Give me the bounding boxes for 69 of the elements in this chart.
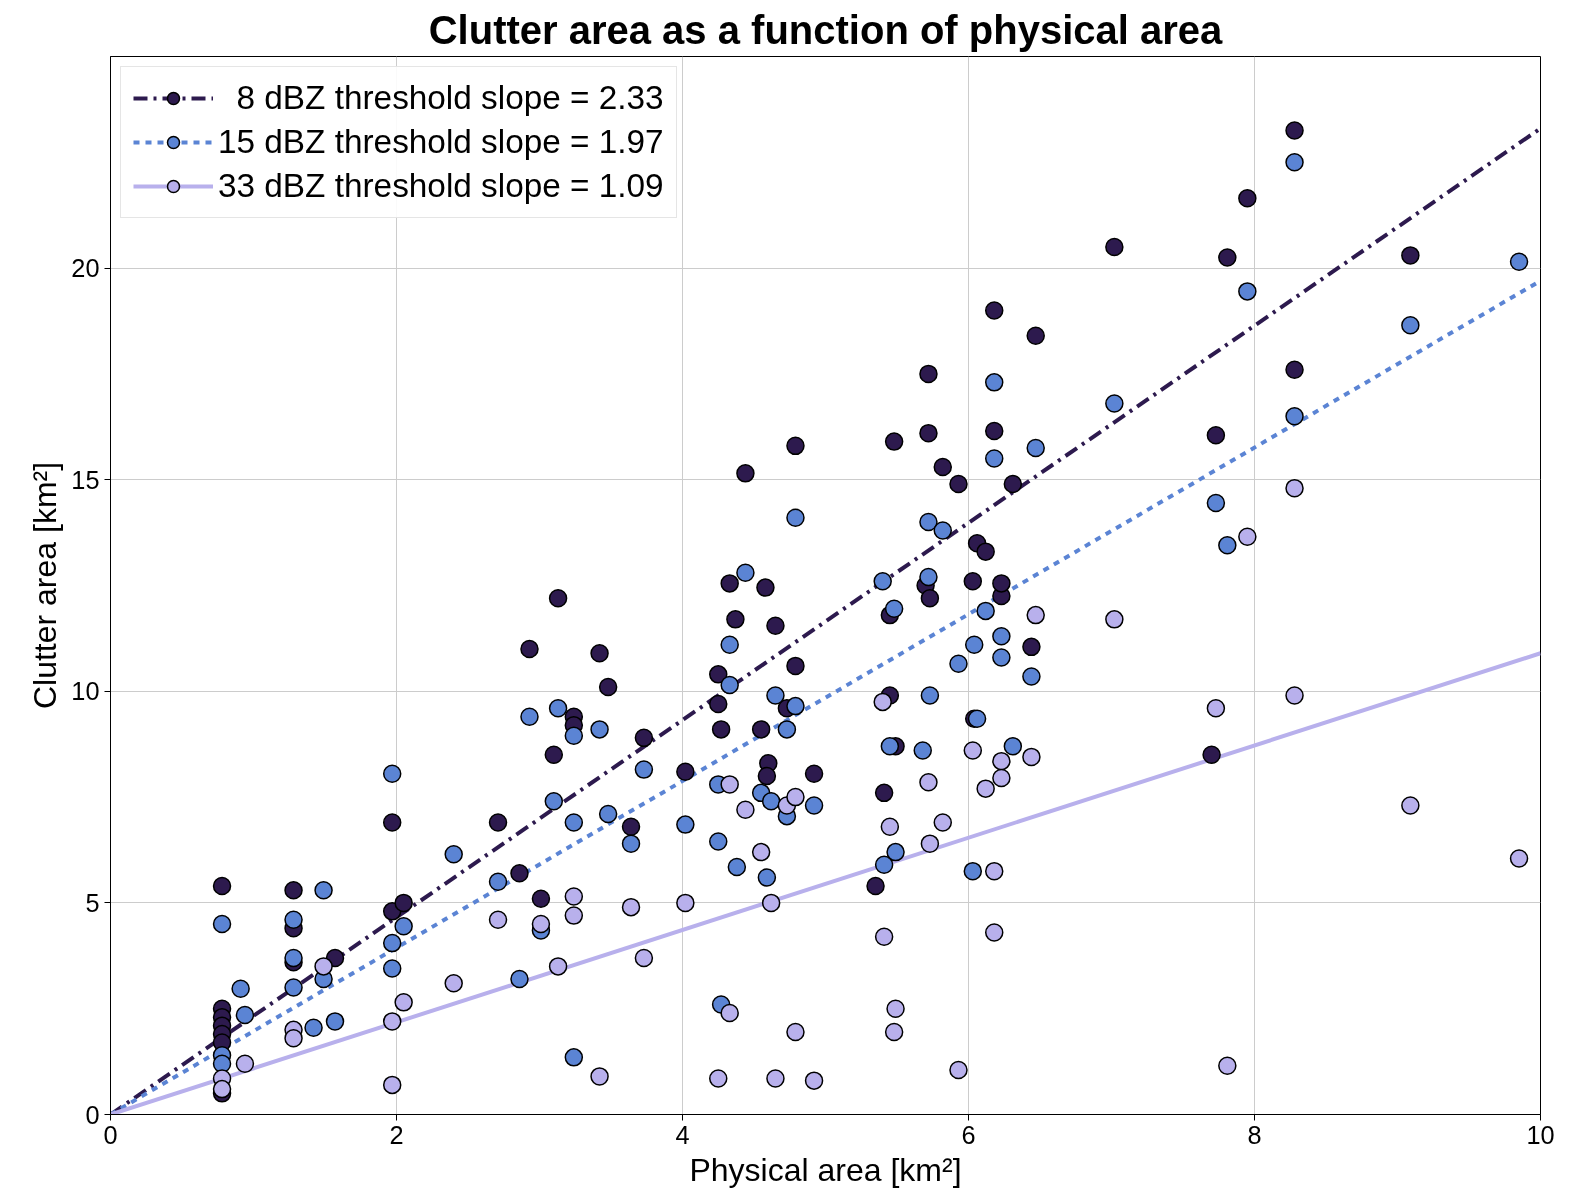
point: [736, 800, 755, 820]
point: [314, 957, 333, 976]
point: [873, 692, 892, 712]
legend-label: 15 dBZ threshold slope = 1.97: [218, 123, 664, 161]
point: [590, 1067, 609, 1086]
point: [984, 923, 1004, 942]
point: [720, 775, 739, 794]
legend-label: 33 dBZ threshold slope = 1.09: [218, 167, 664, 205]
point: [766, 1069, 785, 1088]
point: [235, 1054, 255, 1073]
point: [751, 842, 771, 862]
point: [886, 999, 905, 1018]
y-tick-label: 5: [85, 888, 100, 917]
point: [786, 1022, 805, 1042]
point: [382, 1012, 402, 1031]
point: [1026, 605, 1045, 625]
point: [933, 813, 953, 832]
point: [720, 1003, 739, 1023]
point: [1206, 698, 1226, 718]
x-tick-label: 0: [103, 1120, 118, 1149]
point: [382, 1075, 402, 1095]
point: [992, 751, 1011, 771]
point: [1285, 478, 1304, 498]
point: [976, 779, 995, 798]
point: [984, 861, 1004, 881]
point: [394, 993, 413, 1012]
point: [676, 893, 695, 913]
y-tick-label: 0: [85, 1100, 100, 1129]
point: [212, 1079, 232, 1099]
point: [963, 741, 983, 760]
point: [1218, 1056, 1237, 1076]
point: [949, 1060, 968, 1080]
y-tick-label: 10: [71, 677, 100, 706]
point: [621, 897, 641, 917]
point: [284, 1029, 303, 1048]
point: [804, 1071, 824, 1090]
x-axis-title: Physical area [km²]: [689, 1151, 962, 1188]
point: [992, 768, 1011, 788]
y-tick-label: 15: [71, 465, 100, 494]
point: [1401, 796, 1420, 815]
point: [874, 927, 894, 946]
point: [761, 893, 781, 913]
x-tick-label: 8: [1247, 1120, 1262, 1149]
legend-label: 8 dBZ threshold slope = 2.33: [235, 79, 664, 117]
point: [1238, 527, 1257, 547]
point: [1509, 849, 1529, 868]
point: [634, 948, 654, 968]
point: [880, 817, 900, 836]
x-tick-label: 4: [675, 1120, 690, 1149]
point: [920, 834, 940, 853]
x-tick-label: 2: [389, 1120, 404, 1149]
point: [444, 974, 463, 993]
point: [919, 773, 938, 792]
point: [564, 887, 584, 906]
point: [1285, 686, 1304, 705]
point: [548, 957, 568, 976]
y-tick-label: 20: [71, 254, 100, 283]
point: [1022, 747, 1041, 767]
y-axis-title: Clutter area [km²]: [27, 461, 64, 710]
point: [884, 1022, 904, 1042]
point: [709, 1069, 728, 1088]
x-tick-label: 6: [961, 1120, 976, 1149]
point: [531, 914, 551, 934]
point: [786, 787, 805, 807]
x-tick-label: 10: [1526, 1120, 1555, 1149]
point: [1105, 610, 1124, 629]
point: [564, 906, 584, 925]
point: [488, 910, 508, 930]
chart-title: Clutter area as a function of physical area: [428, 7, 1224, 52]
